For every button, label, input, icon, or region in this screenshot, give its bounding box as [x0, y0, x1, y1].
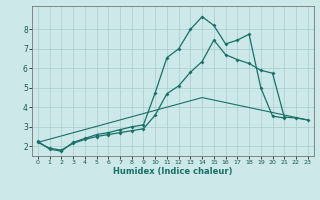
X-axis label: Humidex (Indice chaleur): Humidex (Indice chaleur) — [113, 167, 233, 176]
